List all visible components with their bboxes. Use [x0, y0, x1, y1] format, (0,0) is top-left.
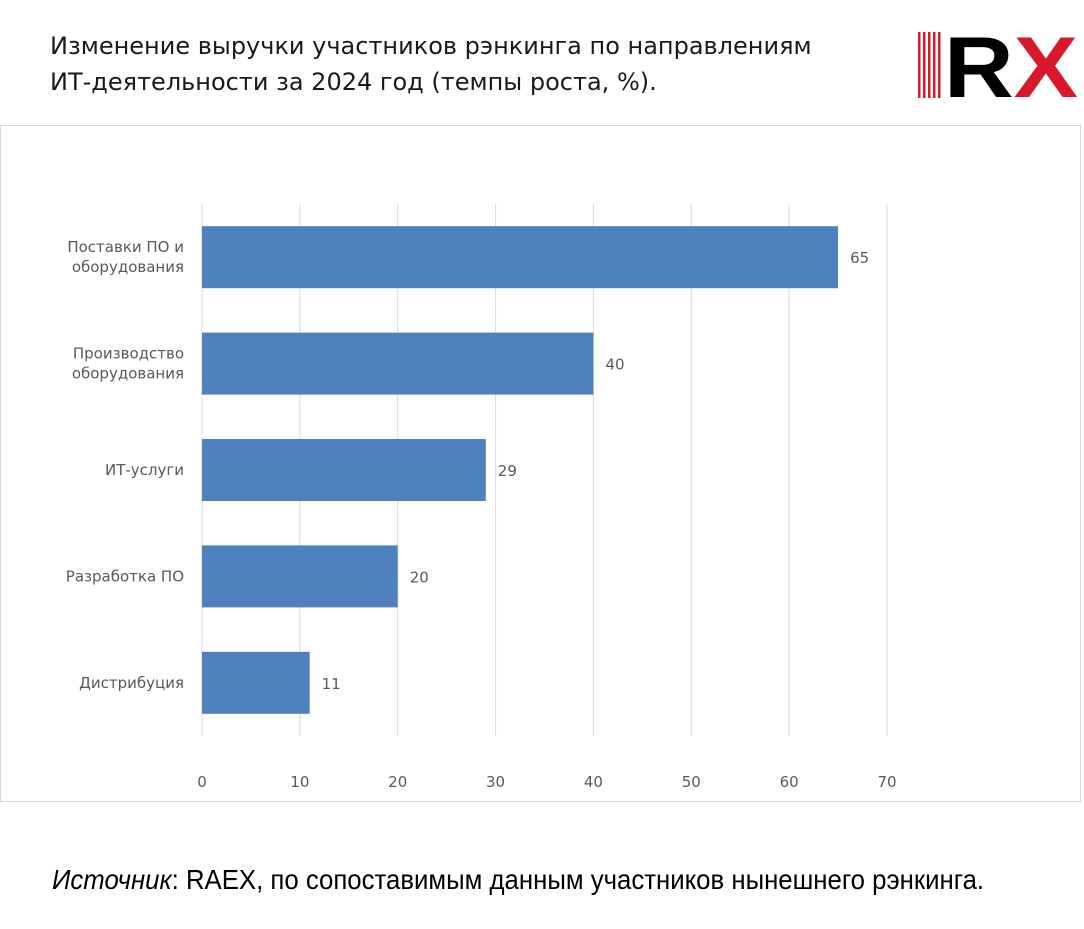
category-label-line: ИТ-услуги [105, 461, 184, 479]
category-label: Разработка ПО [66, 567, 184, 585]
x-tick-label: 30 [486, 773, 505, 791]
bar [202, 439, 486, 501]
chart-area: 0 10 20 30 40 50 60 70 65 Поставки ПО и оборудован… [0, 125, 1081, 802]
data-label: 11 [322, 675, 341, 693]
raex-logo: RX [918, 32, 1078, 98]
source-label: Источник [52, 864, 172, 895]
x-tick-label: 20 [388, 773, 407, 791]
category-label-line: оборудования [72, 258, 184, 276]
x-tick-label: 0 [197, 773, 207, 791]
logo-stripe [918, 32, 921, 98]
bar [202, 651, 310, 714]
logo-stripe [928, 32, 931, 98]
category-label: ИТ-услуги [105, 461, 184, 479]
bar [202, 226, 839, 289]
category-label: Дистрибуция [79, 674, 184, 692]
category-label: Производство оборудования [72, 345, 184, 383]
category-label-line: Разработка ПО [66, 567, 184, 585]
category-label-line: Производство [73, 345, 184, 363]
chart-title-line-1: Изменение выручки участников рэнкинга по… [50, 32, 812, 60]
x-tick-label: 50 [682, 773, 701, 791]
data-label: 29 [498, 462, 517, 480]
data-label: 65 [850, 249, 869, 267]
x-tick-label: 70 [877, 773, 896, 791]
source-text: : RAEX, по сопоставимым данным участнико… [171, 864, 985, 895]
logo-stripe [938, 32, 941, 98]
bar-chart: 0 10 20 30 40 50 60 70 65 Поставки ПО и оборудован… [66, 204, 897, 791]
logo-stripe [933, 32, 936, 98]
data-label: 20 [410, 568, 429, 586]
bar [202, 332, 594, 395]
data-label: 40 [605, 356, 624, 374]
x-tick-label: 10 [290, 773, 309, 791]
category-label-line: Дистрибуция [79, 674, 184, 692]
x-tick-label: 60 [780, 773, 799, 791]
chart-title-line-2: ИТ-деятельности за 2024 год (темпы роста… [50, 68, 657, 96]
x-tick-label: 40 [584, 773, 603, 791]
category-label-line: Поставки ПО и [67, 238, 184, 256]
raex-logo-text: RX [944, 32, 1078, 98]
source-note: Источник: RAEX, по сопоставимым данным у… [52, 864, 990, 896]
bar [202, 545, 398, 608]
logo-stripe [923, 32, 926, 98]
category-label-line: оборудования [72, 365, 184, 383]
category-label: Поставки ПО и оборудования [67, 238, 184, 276]
chart-title: Изменение выручки участников рэнкинга по… [50, 28, 870, 100]
